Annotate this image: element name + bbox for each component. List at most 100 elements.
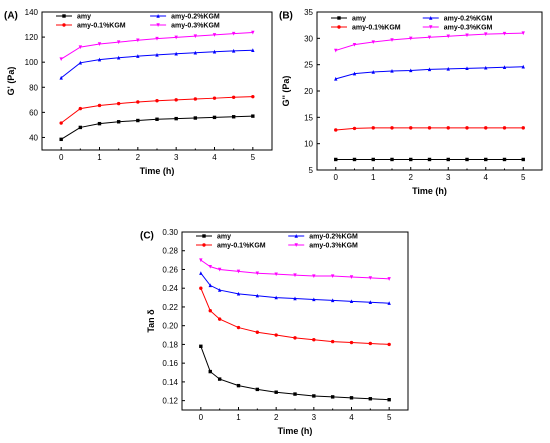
data-point [274,295,278,300]
series-amy-0-3-kgm [59,30,255,62]
y-tick-label: 80 [29,83,38,92]
data-point [368,276,373,280]
y-tick-label: 0.22 [162,303,178,312]
legend-swatch-marker [202,243,206,247]
panel-b: (B) 0 1 2 3 4 5 5 10 15 20 25 30 35 Time (h) G'' (Pa) am… [279,8,543,196]
legend-label: amy-0.3%KGM [444,25,493,32]
data-point [155,98,159,103]
data-point [349,299,354,304]
data-point [136,38,140,43]
series-amy-0-3-kgm [199,258,391,281]
data-point [212,96,217,100]
data-point [371,157,375,162]
data-point [368,300,373,304]
x-tick-label: 1 [371,173,376,182]
x-tick-label: 0 [334,173,339,182]
data-point [236,269,241,274]
panel-label: (B) [279,10,293,21]
data-point [409,157,413,162]
x-tick-label: 2 [274,413,279,422]
data-point [427,126,432,130]
data-point [312,338,316,342]
x-axis-title: Time (h) [412,186,447,196]
series-amy-0-1-kgm [199,286,391,347]
data-point [484,126,488,130]
data-point [251,94,255,99]
data-point [78,45,83,50]
x-tick-label: 3 [312,413,317,422]
data-point [484,157,488,162]
data-point [521,64,525,69]
y-tick-label: 0.30 [162,228,178,237]
data-point [231,31,236,36]
data-point [427,67,432,72]
series-amy [59,114,255,142]
data-point [59,137,63,142]
data-point [484,32,488,37]
data-point [293,273,297,278]
y-tick-label: 0.12 [162,397,178,406]
legend-swatch-marker [62,14,66,18]
legend-label: amy-0.2%KGM [171,14,220,21]
y-tick-label: 30 [304,34,313,43]
series-amy [334,157,525,162]
y-axis-title: Tan δ [146,309,156,333]
data-point [231,95,236,100]
data-point [97,121,102,126]
data-point [97,57,102,62]
x-tick-label: 4 [349,413,354,422]
data-point [334,128,338,132]
data-point [371,70,375,74]
data-point [78,125,83,130]
data-point [446,126,450,130]
legend-label: amy [217,234,231,241]
legend-swatch-marker [62,23,66,27]
data-point [330,339,335,344]
data-point [502,157,507,162]
data-point [371,126,375,130]
data-point [199,271,203,275]
data-point [465,33,469,38]
x-tick-label: 0 [199,413,204,422]
data-point [251,30,255,35]
data-point [208,369,212,374]
data-point [446,157,450,162]
data-point [352,71,357,76]
data-point [193,50,198,55]
data-point [136,118,140,123]
data-point [116,55,121,60]
data-point [212,115,217,120]
x-tick-label: 2 [136,153,141,162]
data-point [293,392,297,396]
series-amy-0-1-kgm [334,126,525,132]
data-point [349,275,354,279]
x-tick-label: 3 [446,173,451,182]
series-amy [199,344,391,402]
legend-swatch-marker [337,16,341,20]
data-point [193,97,198,101]
legend-label: amy [352,16,366,23]
data-point [349,340,354,345]
x-axis-title: Time (h) [140,166,175,176]
data-point [155,117,159,121]
data-point [293,336,297,340]
data-point [199,258,203,263]
data-point [212,49,217,54]
data-point [97,42,102,46]
y-axis-title: G' (Pa) [6,67,16,96]
data-point [330,395,335,399]
data-point [231,48,236,53]
series-amy-0-2-kgm [59,48,255,80]
data-point [116,101,121,106]
legend-swatch-marker [337,25,341,29]
legend-swatch-marker [156,23,160,27]
data-point [217,377,222,381]
data-point [312,394,316,398]
y-tick-label: 15 [304,113,313,122]
data-point [78,60,83,65]
data-point [97,103,102,108]
data-point [465,66,469,71]
series-line [200,288,390,345]
data-point [409,36,413,41]
